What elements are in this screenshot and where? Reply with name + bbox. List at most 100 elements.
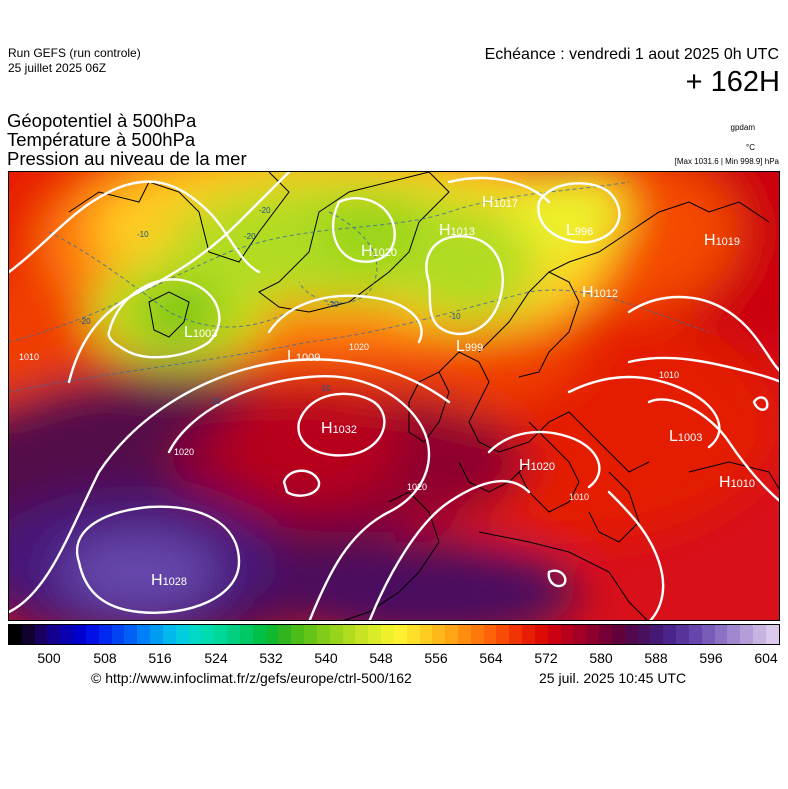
colorbar-tick-label: 564	[479, 650, 503, 666]
forecast-valid-time: Echéance : vendredi 1 aout 2025 0h UTC	[484, 46, 779, 63]
pressure-center-value: 999	[464, 342, 484, 354]
parameter-geopotential: Géopotentiel à 500hPa	[7, 110, 197, 131]
pressure-center-high-subtropical: H1028	[151, 572, 187, 590]
pressure-center-type: L	[669, 428, 678, 445]
pressure-center-value: 1012	[593, 288, 619, 300]
pressure-center-high-greenland-east: H1013	[439, 222, 475, 240]
pressure-center-high-russia-north: H1019	[704, 232, 740, 250]
isobar-label: 1020	[349, 342, 370, 352]
unit-pressure-range: [Max 1031.6 | Min 998.9] hPa	[674, 157, 779, 166]
colorbar-swatch	[278, 625, 292, 644]
colorbar-swatch	[419, 625, 433, 644]
colorbar-swatch	[124, 625, 138, 644]
geopotential-field	[9, 172, 779, 620]
pressure-center-value: 996	[574, 226, 594, 238]
colorbar-swatch	[586, 625, 600, 644]
colorbar-tick-label: 548	[369, 650, 393, 666]
colorbar-swatch	[701, 625, 715, 644]
pressure-center-type: H	[582, 284, 594, 301]
colorbar-swatch	[368, 625, 382, 644]
colorbar-swatch	[137, 625, 151, 644]
colorbar-swatch	[470, 625, 484, 644]
isotherm-label: -20	[244, 232, 256, 241]
isotherm-label: -10	[209, 397, 221, 406]
pressure-center-value: 1028	[162, 576, 188, 588]
colorbar-swatch	[34, 625, 48, 644]
colorbar-swatch	[547, 625, 561, 644]
colorbar-swatch	[111, 625, 125, 644]
colorbar-swatch	[329, 625, 343, 644]
colorbar-swatch	[637, 625, 651, 644]
colorbar-swatch	[753, 625, 766, 644]
colorbar-swatch	[496, 625, 510, 644]
pressure-center-type: H	[704, 232, 716, 249]
pressure-center-value: 1009	[295, 352, 321, 364]
pressure-center-value: 1019	[715, 236, 741, 248]
colorbar-tick-label: 508	[93, 650, 117, 666]
isobar-label: 1010	[569, 492, 590, 502]
colorbar-swatch	[432, 625, 446, 644]
pressure-center-high-scandinavia: H1012	[582, 284, 618, 302]
pressure-center-type: H	[361, 243, 373, 260]
run-date: 25 juillet 2025 06Z	[8, 61, 107, 75]
colorbar-swatch	[214, 625, 228, 644]
colorbar-tick-label: 580	[589, 650, 613, 666]
pressure-center-high-azores: H1032	[321, 420, 357, 438]
colorbar-swatch	[316, 625, 330, 644]
pressure-center-type: L	[184, 324, 193, 341]
isobar-label: 1010	[659, 370, 680, 380]
colorbar-swatch	[265, 625, 279, 644]
pressure-center-type: L	[566, 222, 575, 239]
colorbar-swatch	[227, 625, 240, 644]
colorbar-swatch	[457, 625, 471, 644]
isotherm-label: -20	[327, 300, 339, 309]
unit-temperature: °C	[746, 143, 755, 152]
unit-geopotential: gpdam	[730, 123, 755, 132]
isotherm-label: -10	[319, 384, 331, 393]
pressure-center-type: L	[287, 348, 296, 365]
colorbar-swatch	[509, 625, 523, 644]
colorbar-tick-label: 572	[534, 650, 558, 666]
pressure-center-high-central-europe: H1020	[519, 457, 555, 475]
colorbar-swatch	[676, 625, 689, 644]
colorbar-swatch	[483, 625, 497, 644]
colorbar-swatch	[560, 625, 574, 644]
colorbar-swatch	[611, 625, 625, 644]
pressure-center-value: 1003	[192, 328, 218, 340]
pressure-center-value: 1020	[372, 247, 398, 259]
isotherm-label: -10	[137, 230, 149, 239]
pressure-center-high-svalbard: H1017	[482, 194, 518, 212]
colorbar-swatch	[291, 625, 305, 644]
colorbar-swatch	[188, 625, 202, 644]
colorbar-swatch	[740, 625, 754, 644]
pressure-center-low-barents: L996	[566, 222, 593, 240]
run-title: Run GEFS (run controle)	[8, 46, 141, 60]
colorbar-swatch	[765, 625, 779, 644]
pressure-center-low-russia: L1003	[669, 428, 702, 446]
source-credit: © http://www.infoclimat.fr/z/gefs/europe…	[91, 670, 412, 686]
pressure-center-type: H	[482, 194, 494, 211]
colorbar-swatch	[201, 625, 215, 644]
pressure-center-low-norwegian-sea: L999	[456, 338, 483, 356]
pressure-center-low-atlantic-north: L1009	[287, 348, 320, 366]
pressure-center-low-ireland: L1003	[184, 324, 217, 342]
colorbar-tick-label: 500	[37, 650, 61, 666]
weather-map-svg	[9, 172, 779, 620]
colorbar-swatch	[47, 625, 61, 644]
colorbar-swatch	[534, 625, 548, 644]
colorbar-tick-label: 556	[424, 650, 448, 666]
colorbar-swatch	[406, 625, 420, 644]
colorbar-tick-label: 524	[204, 650, 228, 666]
colorbar-tick-label: 516	[148, 650, 172, 666]
pressure-center-type: H	[719, 474, 731, 491]
colorbar-swatch	[650, 625, 664, 644]
pressure-center-value: 1010	[730, 478, 756, 490]
colorbar-tick-label: 588	[644, 650, 668, 666]
isotherm-label: -20	[79, 317, 91, 326]
colorbar-swatch	[393, 625, 407, 644]
colorbar-swatch	[304, 625, 317, 644]
colorbar-swatch	[342, 625, 356, 644]
colorbar-swatch	[85, 625, 99, 644]
colorbar-swatch	[573, 625, 587, 644]
colorbar-swatch	[162, 625, 176, 644]
